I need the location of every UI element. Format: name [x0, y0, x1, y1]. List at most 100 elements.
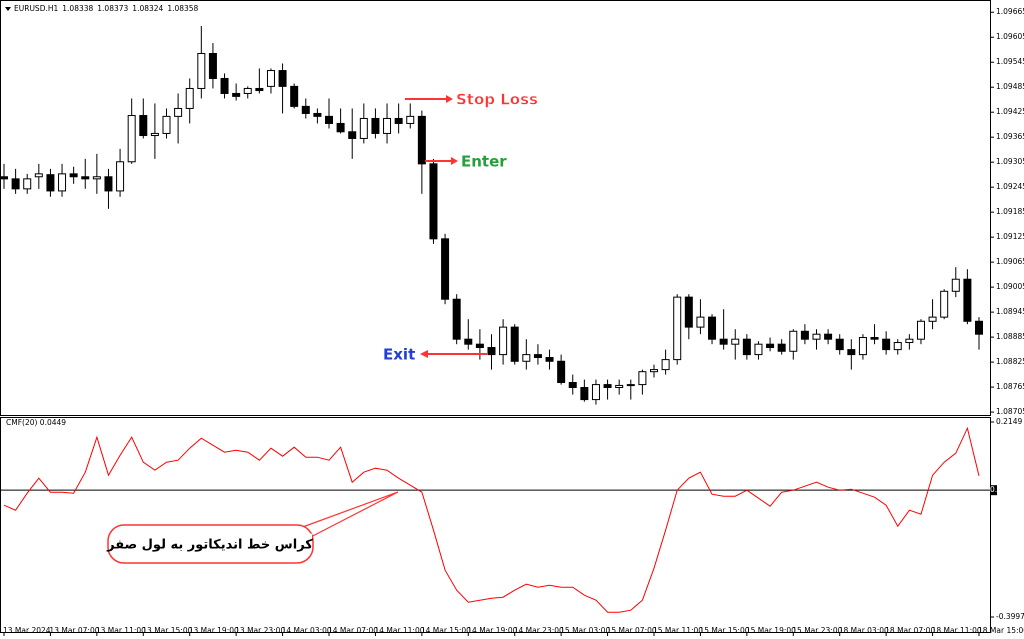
- candle-body: [916, 320, 925, 340]
- candle-body: [661, 359, 670, 371]
- candle: [23, 173, 32, 194]
- candle: [232, 83, 241, 101]
- candle: [452, 294, 461, 345]
- candle: [661, 349, 670, 375]
- candle: [626, 379, 635, 400]
- candle: [650, 364, 658, 378]
- candle: [69, 166, 78, 184]
- candle: [255, 68, 264, 94]
- x-tick-label: 18 Mar 03:00: [839, 626, 889, 635]
- candle: [220, 73, 229, 99]
- symbol-arrow: [5, 7, 11, 11]
- candle: [684, 294, 693, 340]
- y-tick-label: 1.09665: [996, 7, 1024, 16]
- candle: [568, 374, 577, 395]
- x-tick-label: 15 Mar 11:00: [653, 626, 703, 635]
- candle-body: [325, 115, 333, 124]
- stop-loss-label: Stop Loss: [456, 91, 538, 109]
- candle-body: [290, 85, 299, 107]
- y-tick-label: 1.08825: [996, 357, 1024, 366]
- candle: [603, 379, 612, 400]
- header-value: 1.08324: [132, 4, 163, 13]
- y-tick-label: 1.09005: [996, 282, 1024, 291]
- candle: [208, 43, 217, 89]
- y-tick-label: 1.08885: [996, 332, 1024, 341]
- candle: [127, 98, 136, 164]
- candle: [336, 108, 345, 134]
- candle: [441, 233, 450, 305]
- candle: [638, 369, 647, 395]
- candle: [510, 324, 519, 365]
- candle: [708, 314, 717, 345]
- candle-body: [336, 122, 345, 133]
- candle-body: [441, 238, 450, 300]
- x-tick-label: 18 Mar 11:00: [932, 626, 982, 635]
- x-tick-label: 14 Mar 11:00: [374, 626, 424, 635]
- candle: [325, 98, 333, 129]
- candle: [731, 329, 740, 360]
- callout-text: کراس خط اندیکاتور به لول صفر: [106, 538, 313, 553]
- header-value: 1.08358: [167, 4, 198, 13]
- candle-body: [383, 117, 392, 134]
- candle-body: [893, 342, 902, 351]
- candle-body: [127, 115, 136, 163]
- x-tick-label: 15 Mar 03:00: [560, 626, 610, 635]
- y-tick-label: 1.09485: [996, 82, 1024, 91]
- exit-arrow-head: [420, 350, 428, 358]
- candle-body: [266, 70, 275, 87]
- x-tick-label: 13 Mar 2024: [3, 626, 51, 635]
- candle: [824, 329, 833, 345]
- candle: [673, 294, 682, 365]
- candle-body: [429, 163, 438, 240]
- candle: [754, 341, 763, 360]
- candle: [533, 344, 542, 365]
- candle-body: [591, 384, 600, 401]
- candle: [847, 339, 856, 370]
- x-tick-label: 14 Mar 15:00: [421, 626, 471, 635]
- x-tick-label: 18 Mar 07:00: [885, 626, 935, 635]
- candle-body: [116, 161, 125, 192]
- candle-body: [882, 338, 891, 351]
- candle-body: [533, 354, 542, 359]
- candle: [185, 78, 194, 124]
- candle: [742, 334, 751, 360]
- candle: [0, 163, 8, 189]
- candle-body: [139, 115, 148, 137]
- candle: [870, 324, 879, 345]
- candle: [916, 319, 925, 345]
- candle-body: [568, 382, 577, 389]
- y-tick-label: 1.09245: [996, 182, 1024, 191]
- y-tick-label: -0.3997: [996, 612, 1024, 621]
- candle: [905, 334, 914, 350]
- x-tick-label: 13 Mar 19:00: [189, 626, 239, 635]
- candle: [104, 168, 113, 209]
- candle: [139, 98, 148, 139]
- candle: [417, 110, 426, 194]
- y-tick-label: 1.09065: [996, 257, 1024, 266]
- header-value: 1.08338: [62, 4, 93, 13]
- enter-arrow-head: [451, 157, 458, 165]
- candle-body: [278, 70, 287, 87]
- candle-body: [58, 173, 67, 192]
- candle: [174, 93, 183, 144]
- candle-body: [499, 326, 508, 356]
- candle-body: [789, 330, 798, 352]
- candle-body: [696, 316, 705, 328]
- candle-body: [174, 107, 183, 117]
- candle-body: [638, 371, 647, 386]
- candle-body: [510, 326, 519, 362]
- callout-pointer: [299, 491, 399, 542]
- y-tick-label: 1.08765: [996, 382, 1024, 391]
- x-tick-label: 15 Mar 23:00: [792, 626, 842, 635]
- candle: [882, 331, 891, 355]
- exit-label: Exit: [383, 346, 415, 364]
- candle-body: [417, 115, 426, 165]
- candle-body: [185, 87, 194, 109]
- candle: [394, 103, 403, 134]
- candle-body: [197, 52, 206, 89]
- candle: [940, 289, 949, 320]
- candle-body: [46, 174, 55, 192]
- candle: [963, 269, 972, 325]
- candle-body: [348, 131, 357, 139]
